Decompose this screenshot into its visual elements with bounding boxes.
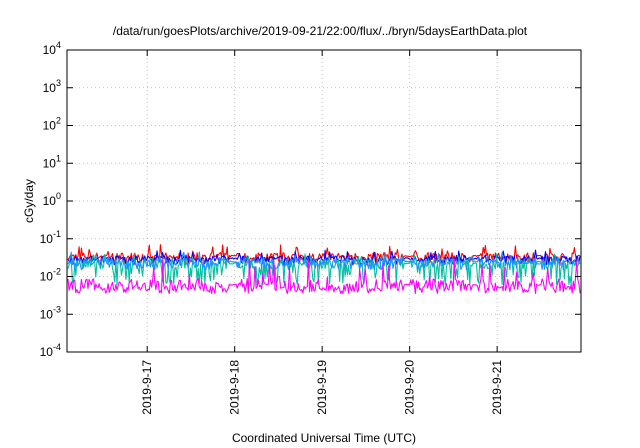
x-tick-label: 2019-9-17 bbox=[140, 360, 154, 415]
axis-ticks: 10-410-310-210-11001011021031042019-9-17… bbox=[40, 40, 581, 415]
y-tick-exponent: 4 bbox=[56, 40, 61, 50]
x-axis-label: Coordinated Universal Time (UTC) bbox=[232, 431, 416, 445]
y-tick-exponent: -1 bbox=[53, 229, 61, 239]
series-line-5 bbox=[67, 258, 581, 295]
y-tick-exponent: -4 bbox=[53, 342, 61, 352]
x-tick-label: 2019-9-21 bbox=[490, 360, 504, 415]
x-tick-label: 2019-9-20 bbox=[403, 360, 417, 415]
y-tick-base: 10 bbox=[40, 345, 54, 359]
y-tick-label: 102 bbox=[43, 116, 61, 133]
x-tick-label: 2019-9-18 bbox=[228, 360, 242, 415]
grid bbox=[67, 50, 581, 352]
y-tick-base: 10 bbox=[43, 81, 57, 95]
chart-title: /data/run/goesPlots/archive/2019-09-21/2… bbox=[113, 24, 528, 38]
y-tick-label: 100 bbox=[43, 191, 61, 208]
y-tick-base: 10 bbox=[43, 43, 57, 57]
x-tick-label: 2019-9-19 bbox=[315, 360, 329, 415]
y-tick-label: 101 bbox=[43, 153, 61, 170]
data-series bbox=[67, 244, 581, 295]
y-tick-exponent: 3 bbox=[56, 78, 61, 88]
y-tick-exponent: 1 bbox=[56, 153, 61, 163]
y-tick-base: 10 bbox=[43, 156, 57, 170]
y-tick-base: 10 bbox=[43, 194, 57, 208]
y-tick-exponent: 0 bbox=[56, 191, 61, 201]
y-tick-exponent: -3 bbox=[53, 304, 61, 314]
y-tick-label: 10-2 bbox=[40, 267, 61, 284]
y-tick-exponent: 2 bbox=[56, 116, 61, 126]
y-tick-base: 10 bbox=[40, 232, 54, 246]
y-tick-base: 10 bbox=[40, 270, 54, 284]
y-tick-label: 10-3 bbox=[40, 304, 61, 321]
y-tick-label: 10-1 bbox=[40, 229, 61, 246]
y-tick-label: 104 bbox=[43, 40, 61, 57]
y-tick-label: 10-4 bbox=[40, 342, 61, 359]
y-tick-base: 10 bbox=[43, 119, 57, 133]
y-tick-label: 103 bbox=[43, 78, 61, 95]
y-tick-base: 10 bbox=[40, 307, 54, 321]
y-tick-exponent: -2 bbox=[53, 267, 61, 277]
y-axis-label: cGy/day bbox=[22, 179, 36, 223]
series-line-4 bbox=[67, 251, 581, 271]
